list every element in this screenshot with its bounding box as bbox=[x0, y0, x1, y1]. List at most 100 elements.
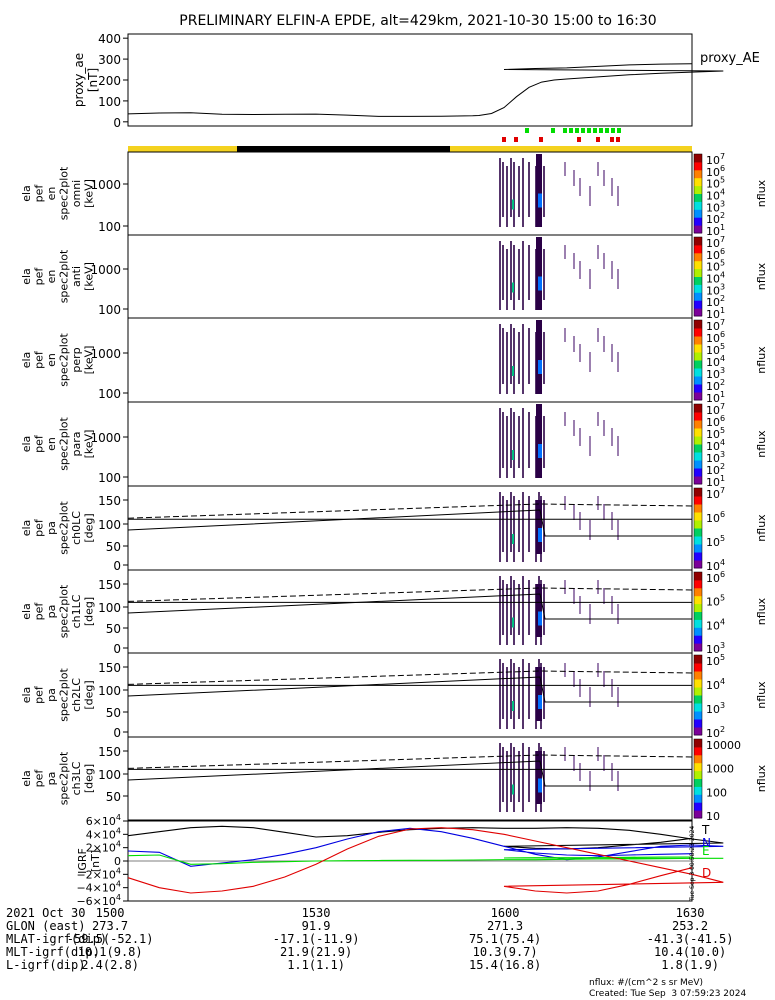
colorbar-segment bbox=[694, 328, 702, 337]
ylabel-line: pef bbox=[33, 769, 46, 788]
proxy-ae-ytick-label: 400 bbox=[98, 32, 121, 46]
ylabel-line: en bbox=[45, 270, 58, 284]
spectrogram-green-patch bbox=[512, 534, 514, 544]
flag-green bbox=[593, 128, 597, 133]
ylabel-line: ela bbox=[20, 185, 33, 202]
colorbar-segment bbox=[694, 308, 702, 317]
colorbar-segment bbox=[694, 225, 702, 234]
colorbar-label: nflux bbox=[755, 681, 768, 709]
colorbar-segment bbox=[694, 611, 702, 620]
footer-cell: 1.8(1.9) bbox=[661, 958, 719, 972]
ytick-label: 150 bbox=[98, 745, 121, 759]
spectrogram-green-patch bbox=[512, 701, 514, 711]
colorbar-label: nflux bbox=[755, 262, 768, 290]
proxy-ae-ytick-label: 100 bbox=[98, 95, 121, 109]
proxy-ae-ytick-label: 200 bbox=[98, 74, 121, 88]
ylabel-line: omni bbox=[70, 180, 83, 207]
colorbar-segment bbox=[694, 762, 702, 772]
ylabel-line: ch3LC bbox=[70, 761, 83, 795]
ylabel-line: pef bbox=[33, 518, 46, 537]
colorbar-segment bbox=[694, 778, 702, 787]
colorbar-segment bbox=[694, 703, 702, 712]
ylabel-line: en bbox=[45, 187, 58, 201]
colorbar-label: nflux bbox=[755, 179, 768, 207]
igrf-ytick-label: 2×104 bbox=[86, 840, 121, 855]
flag-green bbox=[599, 128, 603, 133]
spectrogram-ch0LC: 150 100 50 0 ela pef pa spec2plot ch0LC [deg] 107 1… bbox=[20, 485, 768, 573]
colorbar-segment bbox=[694, 260, 702, 270]
colorbar-segment bbox=[694, 412, 702, 421]
igrf-ytick-label: 4×104 bbox=[86, 826, 121, 841]
colorbar-tick-label: 104 bbox=[706, 677, 725, 692]
spectrogram-dense-band bbox=[536, 320, 542, 394]
ylabel-line: anti bbox=[70, 266, 83, 287]
anti-loss-cone-trace bbox=[127, 503, 693, 519]
colorbar-segment bbox=[694, 436, 702, 445]
spectrogram-dense-band bbox=[536, 237, 542, 310]
footer-cell: 10.3(9.7) bbox=[472, 945, 538, 959]
footer-cell: -59.5(-52.1) bbox=[66, 932, 154, 946]
colorbar-tick-label: 106 bbox=[706, 570, 725, 585]
proxy-ae-ytick-label: 0 bbox=[113, 116, 121, 130]
spectrogram-ch1LC: 150 100 50 0 ela pef pa spec2plot ch1LC [deg] 106 1… bbox=[20, 569, 768, 656]
colorbar-segment bbox=[694, 392, 702, 401]
colorbar-tick-label: 1000 bbox=[706, 763, 734, 776]
colorbar-label: nflux bbox=[755, 764, 768, 792]
ytick-label: 100 bbox=[98, 387, 121, 401]
loss-cone-trace bbox=[127, 676, 692, 703]
footer-row-label: L-igrf(dip) bbox=[6, 958, 86, 972]
flag-red bbox=[616, 137, 620, 142]
colorbar-tick-label: 105 bbox=[706, 594, 725, 609]
ytick-label: 1000 bbox=[90, 431, 121, 445]
plot-title: PRELIMINARY ELFIN-A EPDE, alt=429km, 202… bbox=[179, 13, 656, 29]
colorbar-segment bbox=[694, 687, 702, 696]
ytick-label: 100 bbox=[98, 220, 121, 234]
ylabel-line: pa bbox=[45, 605, 58, 619]
panel-frame bbox=[127, 317, 693, 403]
igrf-ylabel: [nT] bbox=[89, 850, 102, 872]
ylabel-line: spec2plot bbox=[58, 751, 71, 805]
colorbar-segment bbox=[694, 520, 702, 529]
colorbar-frame bbox=[693, 738, 703, 819]
colorbar-tick-label: 103 bbox=[706, 701, 725, 716]
colorbar-tick-label: 105 bbox=[706, 534, 725, 549]
flag-green bbox=[525, 128, 529, 133]
spectrogram-blue-patch bbox=[538, 778, 542, 793]
spectrogram-blue-patch bbox=[538, 360, 542, 374]
spectrogram-green-patch bbox=[512, 617, 514, 628]
igrf-legend-T: T bbox=[701, 823, 710, 837]
colorbar-segment bbox=[694, 444, 702, 453]
flag-green bbox=[551, 128, 555, 133]
status-bar-black bbox=[237, 146, 450, 152]
spectrogram-green-patch bbox=[512, 282, 514, 293]
ylabel-line: pef bbox=[33, 602, 46, 621]
ylabel-line: perp bbox=[70, 347, 83, 372]
flag-green bbox=[605, 128, 609, 133]
colorbar-segment bbox=[694, 352, 702, 361]
colorbar-segment bbox=[694, 552, 702, 561]
ytick-label: 1000 bbox=[90, 263, 121, 277]
ylabel-line: spec2plot bbox=[58, 501, 71, 555]
colorbar-frame bbox=[693, 319, 703, 401]
colorbar-tick-label: 10 bbox=[706, 810, 720, 823]
spectrogram-dense-band bbox=[536, 584, 542, 637]
colorbar-segment bbox=[694, 739, 702, 748]
footer-cell: 273.7 bbox=[92, 919, 129, 933]
footer-row-label: MLT-igrf(dip) bbox=[6, 945, 100, 959]
ylabel-line: [keV] bbox=[83, 179, 96, 208]
colorbar-segment bbox=[694, 252, 702, 262]
igrf-series-N bbox=[127, 827, 724, 867]
created-note: Created: Tue Sep 3 07:59:23 2024 bbox=[589, 989, 747, 999]
flag-green bbox=[617, 128, 621, 133]
flag-red bbox=[596, 137, 600, 142]
colorbar-segment bbox=[694, 635, 702, 644]
panel-frame bbox=[127, 151, 693, 236]
ylabel-line: ch2LC bbox=[70, 678, 83, 712]
loss-cone-trace bbox=[127, 509, 692, 537]
